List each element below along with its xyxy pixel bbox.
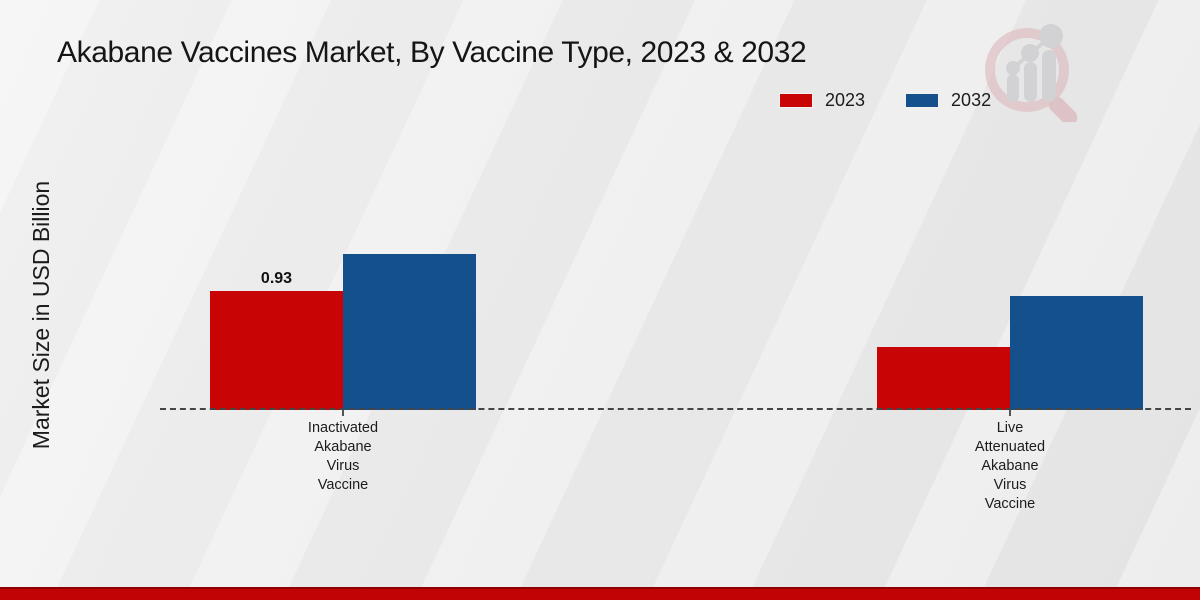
legend-label-2032: 2032	[951, 90, 992, 110]
x-axis-tick	[1009, 410, 1011, 416]
bar-2032-category-2	[1010, 296, 1143, 410]
x-axis-tick	[342, 410, 344, 416]
legend-label-2023: 2023	[825, 90, 866, 110]
zero-baseline-dashed-line	[160, 408, 1191, 410]
legend-swatch-2023	[779, 93, 813, 108]
chart-title: Akabane Vaccines Market, By Vaccine Type…	[57, 36, 807, 69]
legend-item-2023: 2023	[779, 90, 865, 111]
bar-2032-category-1	[343, 254, 476, 410]
footer-accent-bar	[0, 587, 1200, 600]
bar-2023-category-1	[210, 291, 343, 410]
data-label-2023-category-1: 0.93	[260, 270, 293, 287]
legend-swatch-2032	[905, 93, 940, 108]
legend-item-2032: 2032	[905, 90, 991, 111]
magnifier-bar-chart-logo-icon	[985, 24, 1078, 122]
category-label-1: Inactivated Akabane Virus Vaccine	[307, 420, 379, 493]
bar-2023-category-2	[877, 347, 1010, 410]
legend: 2023 2032	[779, 90, 991, 111]
category-label-2: Live Attenuated Akabane Virus Vaccine	[974, 420, 1046, 512]
